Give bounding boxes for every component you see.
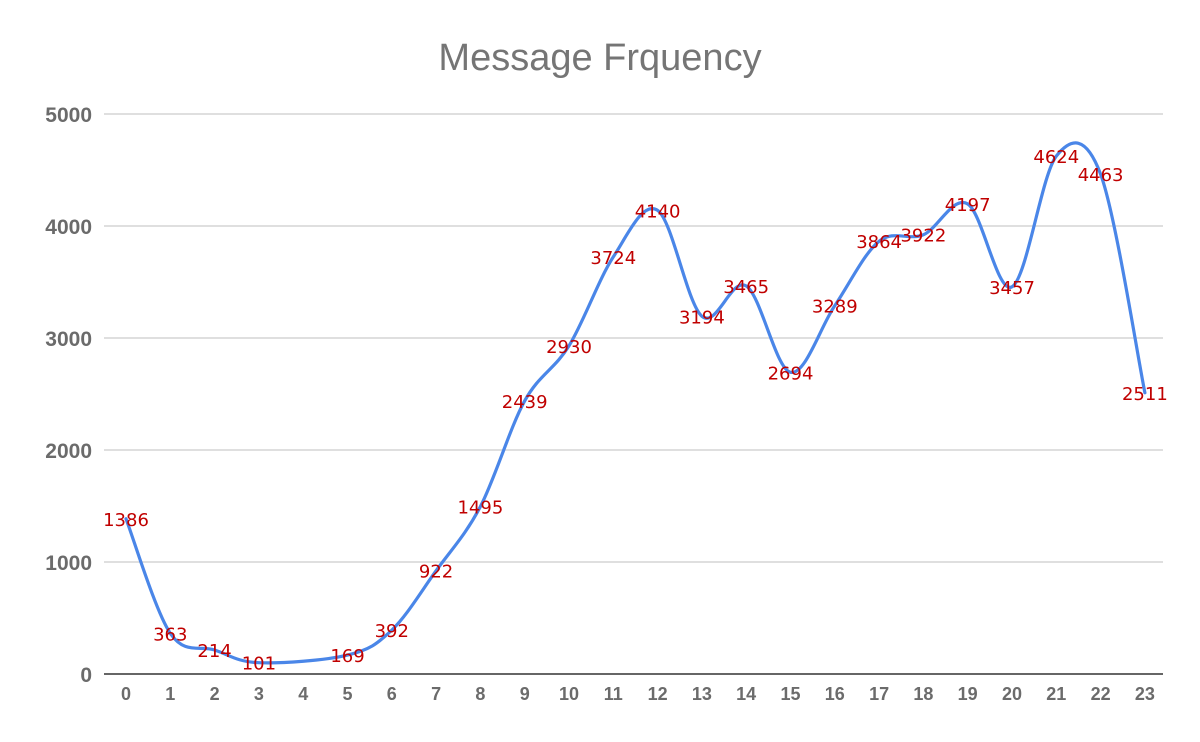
data-label: 101 bbox=[242, 654, 276, 675]
data-label: 2439 bbox=[502, 392, 548, 413]
data-label: 1386 bbox=[103, 510, 149, 531]
y-tick-label: 4000 bbox=[45, 216, 92, 239]
x-tick-label: 0 bbox=[121, 684, 131, 704]
x-tick-label: 6 bbox=[387, 684, 397, 704]
data-label: 4624 bbox=[1033, 147, 1079, 168]
x-tick-label: 18 bbox=[913, 684, 933, 704]
data-label: 1495 bbox=[457, 498, 503, 519]
x-tick-label: 9 bbox=[520, 684, 530, 704]
x-tick-label: 11 bbox=[604, 684, 623, 704]
x-tick-label: 2 bbox=[210, 684, 220, 704]
x-tick-label: 14 bbox=[736, 684, 756, 704]
data-label: 3864 bbox=[856, 232, 902, 253]
y-tick-label: 5000 bbox=[45, 104, 92, 127]
x-tick-label: 8 bbox=[475, 684, 485, 704]
data-label: 363 bbox=[153, 624, 187, 645]
series-line bbox=[124, 141, 1147, 665]
chart-title: Message Frquency bbox=[438, 37, 761, 79]
data-label: 392 bbox=[375, 621, 409, 642]
x-tick-label: 12 bbox=[648, 684, 668, 704]
x-tick-label: 22 bbox=[1091, 684, 1111, 704]
y-axis-ticks: 0 1000 2000 3000 4000 5000 bbox=[45, 104, 92, 687]
data-label: 3289 bbox=[812, 297, 858, 318]
data-label: 214 bbox=[197, 641, 231, 662]
data-label: 169 bbox=[330, 646, 364, 667]
x-tick-label: 21 bbox=[1046, 684, 1066, 704]
x-tick-label: 13 bbox=[692, 684, 712, 704]
data-label: 3922 bbox=[900, 226, 946, 247]
data-label: 4140 bbox=[635, 201, 681, 222]
x-axis-ticks: 0 1 2 3 4 5 6 7 8 9 10 11 12 13 14 15 16 17 18 19 20 21 22 23 bbox=[121, 684, 1155, 704]
x-tick-label: 19 bbox=[958, 684, 978, 704]
data-label: 3465 bbox=[723, 277, 769, 298]
data-label: 4463 bbox=[1078, 165, 1124, 186]
data-label: 2511 bbox=[1122, 384, 1168, 405]
x-tick-label: 1 bbox=[165, 684, 175, 704]
x-tick-label: 3 bbox=[254, 684, 264, 704]
x-tick-label: 17 bbox=[869, 684, 889, 704]
data-label: 2694 bbox=[768, 363, 814, 384]
x-tick-label: 10 bbox=[559, 684, 579, 704]
data-label: 922 bbox=[419, 562, 453, 583]
x-tick-label: 15 bbox=[780, 684, 800, 704]
data-labels: 1386 363 214 101 169 392 922 1495 2439 2930 3724 41… bbox=[103, 147, 1168, 675]
x-tick-label: 20 bbox=[1002, 684, 1022, 704]
y-tick-label: 2000 bbox=[45, 440, 92, 463]
x-tick-label: 16 bbox=[825, 684, 845, 704]
y-tick-label: 1000 bbox=[45, 552, 92, 575]
x-tick-label: 5 bbox=[342, 684, 352, 704]
y-tick-label: 3000 bbox=[45, 328, 92, 351]
data-label: 3194 bbox=[679, 307, 725, 328]
x-tick-label: 4 bbox=[298, 684, 308, 704]
x-tick-label: 23 bbox=[1135, 684, 1155, 704]
data-label: 3457 bbox=[989, 278, 1035, 299]
series-line-layer bbox=[124, 141, 1147, 665]
gridlines bbox=[104, 113, 1163, 563]
y-tick-label: 0 bbox=[80, 664, 92, 687]
data-label: 3724 bbox=[590, 248, 636, 269]
data-label: 2930 bbox=[546, 337, 592, 358]
x-tick-label: 7 bbox=[431, 684, 441, 704]
data-label: 4197 bbox=[945, 195, 991, 216]
